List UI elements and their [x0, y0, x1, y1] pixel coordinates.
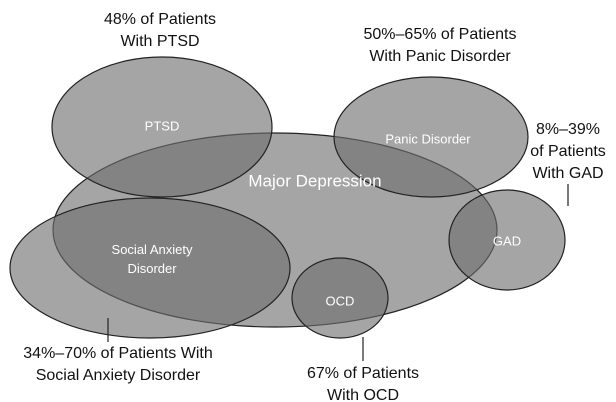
gad-ellipse	[448, 189, 566, 291]
annotation: With OCD	[327, 387, 399, 402]
annotation: With Panic Disorder	[369, 48, 511, 65]
node-label: Disorder	[127, 261, 177, 276]
ocd-ellipse	[291, 257, 389, 339]
annotation: 34%–70% of Patients With	[23, 345, 212, 362]
annotation: Social Anxiety Disorder	[36, 367, 201, 384]
node-label: Panic Disorder	[385, 131, 471, 146]
annotation: With GAD	[532, 165, 603, 182]
annotation: 48% of Patients	[104, 11, 216, 28]
annotation: 8%–39%	[536, 121, 600, 138]
panic-ellipse	[333, 76, 529, 198]
annotation: 50%–65% of Patients	[364, 26, 517, 43]
node-label: PTSD	[145, 118, 180, 133]
texts: Major Depression PTSD Panic Disorder Social…	[23, 11, 606, 402]
ptsd-ellipse	[51, 56, 273, 198]
node-label: Major Depression	[248, 171, 381, 190]
annotation: With PTSD	[120, 33, 199, 50]
annotation: of Patients	[530, 143, 606, 160]
node-label: GAD	[493, 233, 521, 248]
node-label: OCD	[326, 293, 355, 308]
social-anxiety-ellipse	[9, 197, 291, 339]
node-label: Social Anxiety	[112, 242, 193, 257]
annotation: 67% of Patients	[307, 365, 419, 382]
